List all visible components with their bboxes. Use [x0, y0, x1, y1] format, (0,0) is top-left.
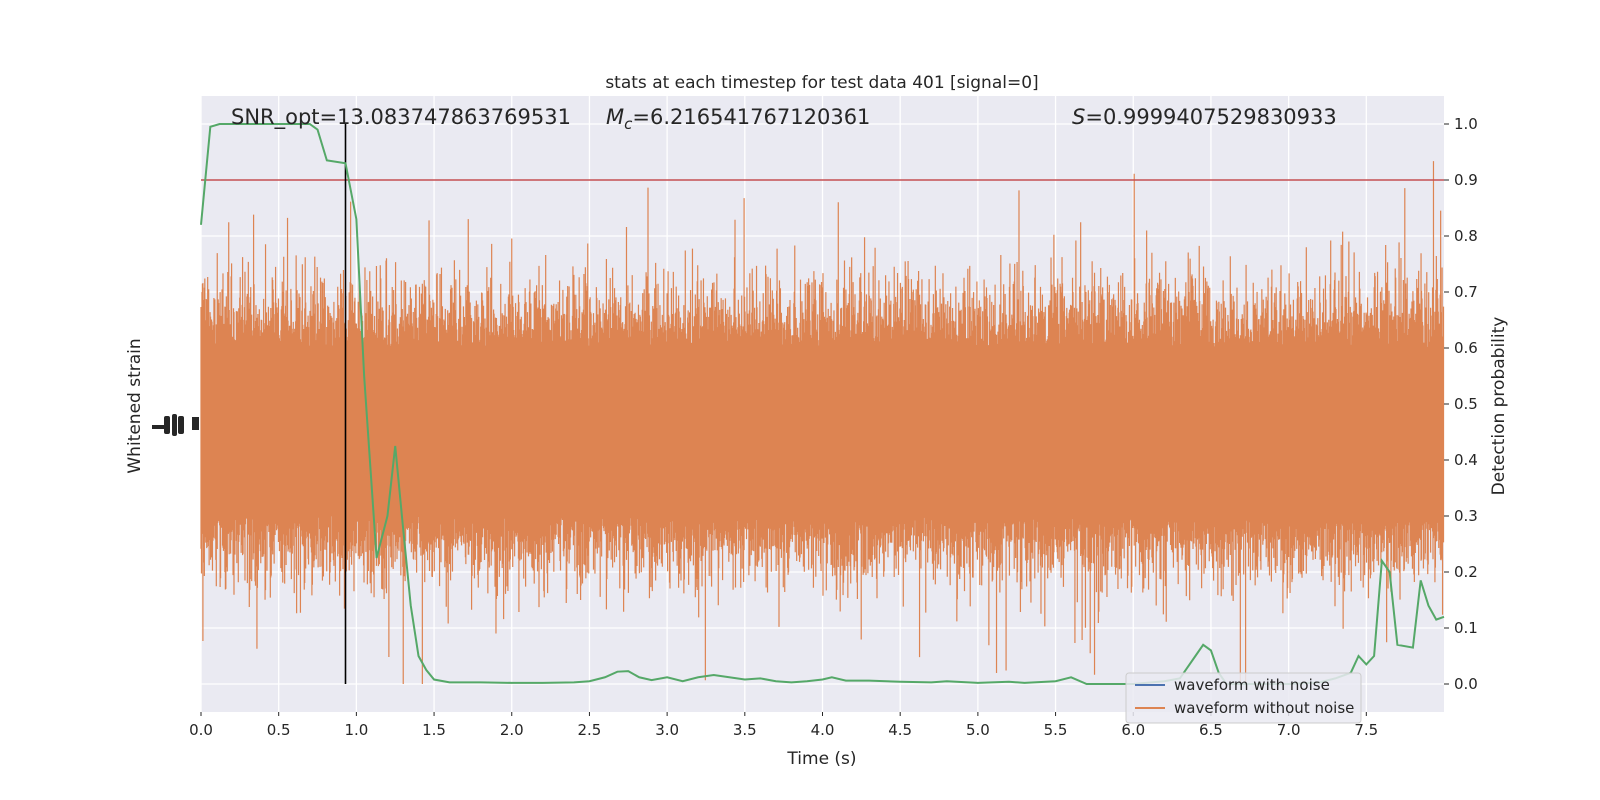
- y-tick-label-6: 0.6: [1454, 339, 1478, 357]
- y-tick-label-2: 0.2: [1454, 563, 1478, 581]
- x-tick-label-12: 6.0: [1121, 721, 1145, 739]
- x-tick-label-9: 4.5: [888, 721, 912, 739]
- x-tick-label-13: 6.5: [1199, 721, 1223, 739]
- x-tick-label-3: 1.5: [422, 721, 446, 739]
- y-axis-ticks-right: 0.0 0.1 0.2 0.3 0.4 0.5 0.6 0.7 0.8 0.9 1.0: [1444, 115, 1478, 693]
- mc-symbol: M: [606, 105, 624, 129]
- noise-waveform: [200, 161, 1445, 684]
- x-axis-ticks: 0.0 0.5 1.0 1.5 2.0 2.5 3.0 3.5 4.0 4.5 5.0 5.5 6.0 6…: [189, 712, 1378, 739]
- x-tick-label-7: 3.5: [733, 721, 757, 739]
- x-tick-label-6: 3.0: [655, 721, 679, 739]
- mc-subscript: c: [624, 115, 633, 133]
- noise-spikes: [200, 161, 1445, 684]
- legend: waveform with noise waveform without noi…: [1125, 672, 1362, 724]
- legend-label-without-noise: waveform without noise: [1174, 699, 1354, 717]
- y-tick-label-10: 1.0: [1454, 115, 1478, 133]
- x-tick-label-0: 0.0: [189, 721, 213, 739]
- x-tick-label-2: 1.0: [344, 721, 368, 739]
- y-tick-label-7: 0.7: [1454, 283, 1478, 301]
- y-tick-label-9: 0.9: [1454, 171, 1478, 189]
- snr-annotation: SNR_opt=13.083747863769531: [231, 105, 571, 130]
- y-tick-label-1: 0.1: [1454, 619, 1478, 637]
- s-annotation: S=0.9999407529830933: [1072, 105, 1337, 129]
- mc-annotation: Mc=6.216541767120361: [606, 105, 870, 133]
- x-axis-label: Time (s): [786, 749, 856, 769]
- y-tick-label-5: 0.5: [1454, 395, 1478, 413]
- x-tick-label-10: 5.0: [966, 721, 990, 739]
- x-tick-label-4: 2.0: [500, 721, 524, 739]
- s-symbol: S: [1072, 105, 1085, 129]
- s-value: =0.9999407529830933: [1085, 105, 1336, 129]
- y-axis-label-left: Whitened strain: [125, 338, 145, 473]
- chart-title: stats at each timestep for test data 401…: [605, 73, 1038, 93]
- x-tick-label-15: 7.5: [1354, 721, 1378, 739]
- y-tick-label-0: 0.0: [1454, 675, 1478, 693]
- x-tick-label-14: 7.0: [1277, 721, 1301, 739]
- y-tick-label-3: 0.3: [1454, 507, 1478, 525]
- x-tick-label-11: 5.5: [1044, 721, 1068, 739]
- left-axis-squashed-ticks: [152, 414, 199, 436]
- y-axis-label-right: Detection probability: [1489, 317, 1509, 496]
- x-tick-label-1: 0.5: [267, 721, 291, 739]
- y-tick-label-8: 0.8: [1454, 227, 1478, 245]
- legend-label-with-noise: waveform with noise: [1174, 676, 1330, 694]
- mc-value: =6.216541767120361: [632, 105, 870, 129]
- x-tick-label-5: 2.5: [578, 721, 602, 739]
- y-tick-label-4: 0.4: [1454, 451, 1478, 469]
- x-tick-label-8: 4.0: [811, 721, 835, 739]
